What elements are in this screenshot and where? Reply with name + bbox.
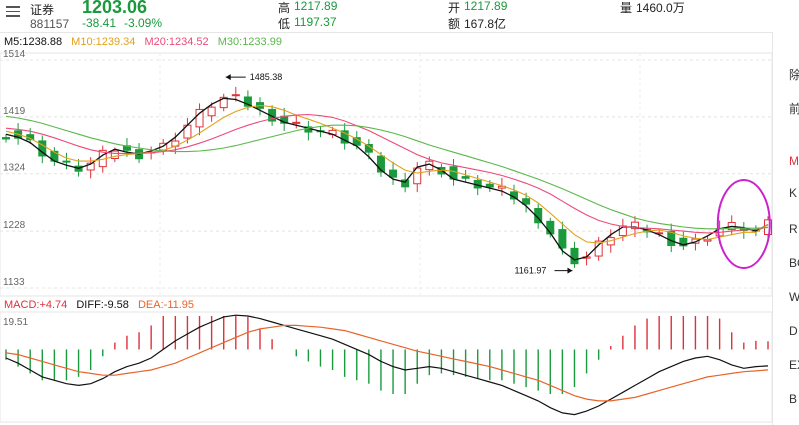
price-tick-label: 1228 [3, 220, 26, 231]
candle-body [110, 150, 119, 160]
kline-chart[interactable]: 1514 1419 1324 1228 1133 1485.38 1161.97 19.51 [0, 0, 772, 425]
candle-body [630, 221, 639, 230]
price-tick-label: 1419 [3, 106, 26, 117]
price-tick-label: 1514 [3, 49, 26, 60]
macd-value: MACD:+4.74 [4, 299, 68, 311]
low-annotation: 1161.97 [514, 266, 546, 276]
macd-legend: MACD:+4.74 DIFF:-9.58 DEA:-11.95 [4, 299, 194, 311]
ma-line-m30 [5, 115, 769, 230]
side-tab-4[interactable]: R [789, 222, 798, 236]
candle-body [691, 238, 700, 244]
side-tab-8[interactable]: EX [789, 358, 799, 372]
m5-legend: M5:1238.88 [4, 36, 63, 48]
side-tab-6[interactable]: W [789, 290, 799, 304]
candle-body [534, 208, 543, 224]
candle-body [522, 198, 531, 205]
quote-header: 证券 881157 1203.06 -38.41 -3.09% 高 1217.8… [0, 0, 799, 33]
side-tab-5[interactable]: BO [789, 256, 799, 270]
last-price: 1203.06 [82, 0, 148, 17]
candle-body [340, 130, 349, 144]
high-label: 高 [278, 1, 291, 15]
indicator-sidebar: 除 前 MA K R BO W D EX B [772, 32, 799, 425]
side-tab-3[interactable]: K [789, 186, 798, 200]
price-change: -38.41 [82, 16, 117, 30]
stock-name: 证券 [30, 3, 55, 17]
m20-legend: M20:1234.52 [144, 36, 209, 48]
open-value: 1217.89 [464, 0, 508, 13]
candle-body [485, 183, 494, 188]
low-value: 1197.37 [294, 15, 337, 29]
candle-body [231, 94, 240, 97]
price-tick-label: 1133 [3, 277, 25, 288]
price-change-pct: -3.09% [124, 16, 163, 30]
price-panel-frame [0, 52, 772, 297]
side-tab-1[interactable]: 前 [789, 102, 799, 116]
amount-value: 167.8亿 [464, 17, 507, 31]
candle-body [207, 106, 216, 117]
ma-line-m20 [5, 113, 769, 234]
candle-body [243, 96, 252, 107]
dea-line [5, 324, 769, 402]
candle-body [461, 176, 470, 179]
menu-icon[interactable] [6, 6, 20, 17]
candle-body [86, 162, 95, 171]
low-arrowhead [567, 267, 573, 274]
amount-label: 额 [448, 17, 461, 31]
candle-body [292, 121, 301, 124]
macd-panel-frame [0, 311, 772, 423]
high-annotation: 1485.38 [250, 72, 283, 82]
volume-label: 量 [620, 1, 633, 15]
diff-value: DIFF:-9.58 [76, 299, 129, 311]
candle-body [2, 137, 10, 140]
ma-legend: M5:1238.88 M10:1239.34 M20:1234.52 M30:1… [4, 36, 282, 48]
ma-line-m10 [5, 104, 769, 244]
candle-body [679, 237, 688, 247]
dea-value: DEA:-11.95 [137, 299, 195, 311]
m30-legend: M30:1233.99 [217, 36, 282, 48]
stock-code: 881157 [30, 17, 70, 31]
macd-tick-label: 19.51 [3, 317, 28, 328]
volume-value: 1460.0万 [636, 1, 685, 15]
side-tab-9[interactable]: B [789, 392, 798, 406]
side-tab-7[interactable]: D [789, 324, 798, 338]
highlight-circle [716, 178, 771, 269]
candle-body [401, 179, 410, 188]
price-tick-label: 1324 [3, 163, 26, 174]
side-tab-0[interactable]: 除 [789, 68, 799, 82]
high-value: 1217.89 [294, 0, 338, 13]
candle-body [389, 169, 398, 178]
candle-body [376, 155, 385, 173]
candle-body [62, 160, 71, 163]
candle-body [195, 108, 204, 128]
diff-line [5, 314, 769, 416]
high-arrowhead [225, 74, 231, 81]
ma-line-m5 [5, 97, 769, 261]
side-tab-2[interactable]: MA [789, 154, 799, 168]
m10-legend: M10:1239.34 [71, 36, 136, 48]
candle-body [570, 247, 579, 265]
open-label: 开 [448, 1, 461, 15]
candle-body [219, 96, 228, 109]
candle-body [38, 140, 47, 157]
low-label: 低 [278, 17, 291, 31]
candle-body [558, 229, 567, 249]
